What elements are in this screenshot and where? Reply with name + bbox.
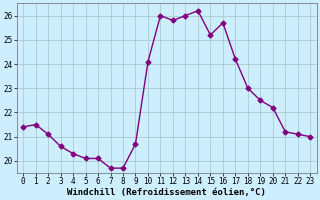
X-axis label: Windchill (Refroidissement éolien,°C): Windchill (Refroidissement éolien,°C) xyxy=(67,188,266,197)
